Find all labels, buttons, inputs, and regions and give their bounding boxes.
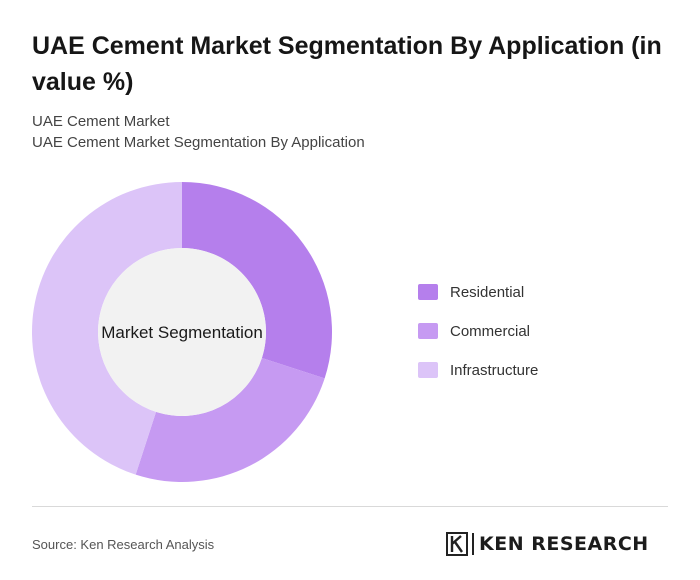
donut-center-label: Market Segmentation (101, 323, 263, 342)
legend-label-infrastructure: Infrastructure (450, 361, 539, 379)
legend-swatch-residential (418, 284, 438, 300)
logo-separator (472, 533, 474, 555)
donut-chart: Market Segmentation (31, 182, 332, 483)
legend-swatch-infrastructure (418, 362, 438, 378)
logo-text: KEN RESEARCH (479, 533, 649, 555)
donut-center (98, 248, 266, 416)
chart-subtitle-segmentation: UAE Cement Market Segmentation By Applic… (32, 134, 365, 151)
legend-label-residential: Residential (450, 283, 525, 301)
chart-legend: Residential Commercial Infrastructure (418, 282, 538, 399)
legend-item-residential: Residential (418, 282, 538, 302)
source-note: Source: Ken Research Analysis (32, 537, 215, 552)
donut-slice-infrastructure (31, 182, 183, 475)
legend-label-commercial: Commercial (450, 322, 531, 340)
footer-divider (32, 506, 668, 507)
legend-swatch-commercial (418, 323, 438, 339)
donut-slice-residential (182, 182, 332, 379)
ken-research-logo: KEN RESEARCH (446, 530, 649, 558)
chart-title: UAE Cement Market Segmentation By Applic… (32, 32, 662, 96)
legend-item-commercial: Commercial (418, 321, 538, 341)
chart-subtitle-market: UAE Cement Market (32, 113, 170, 130)
legend-item-infrastructure: Infrastructure (418, 360, 538, 380)
ken-research-logo-icon (446, 532, 468, 556)
chart-area: Market Segmentation Residential Commercia… (0, 170, 700, 500)
donut-slice-commercial (135, 357, 325, 483)
